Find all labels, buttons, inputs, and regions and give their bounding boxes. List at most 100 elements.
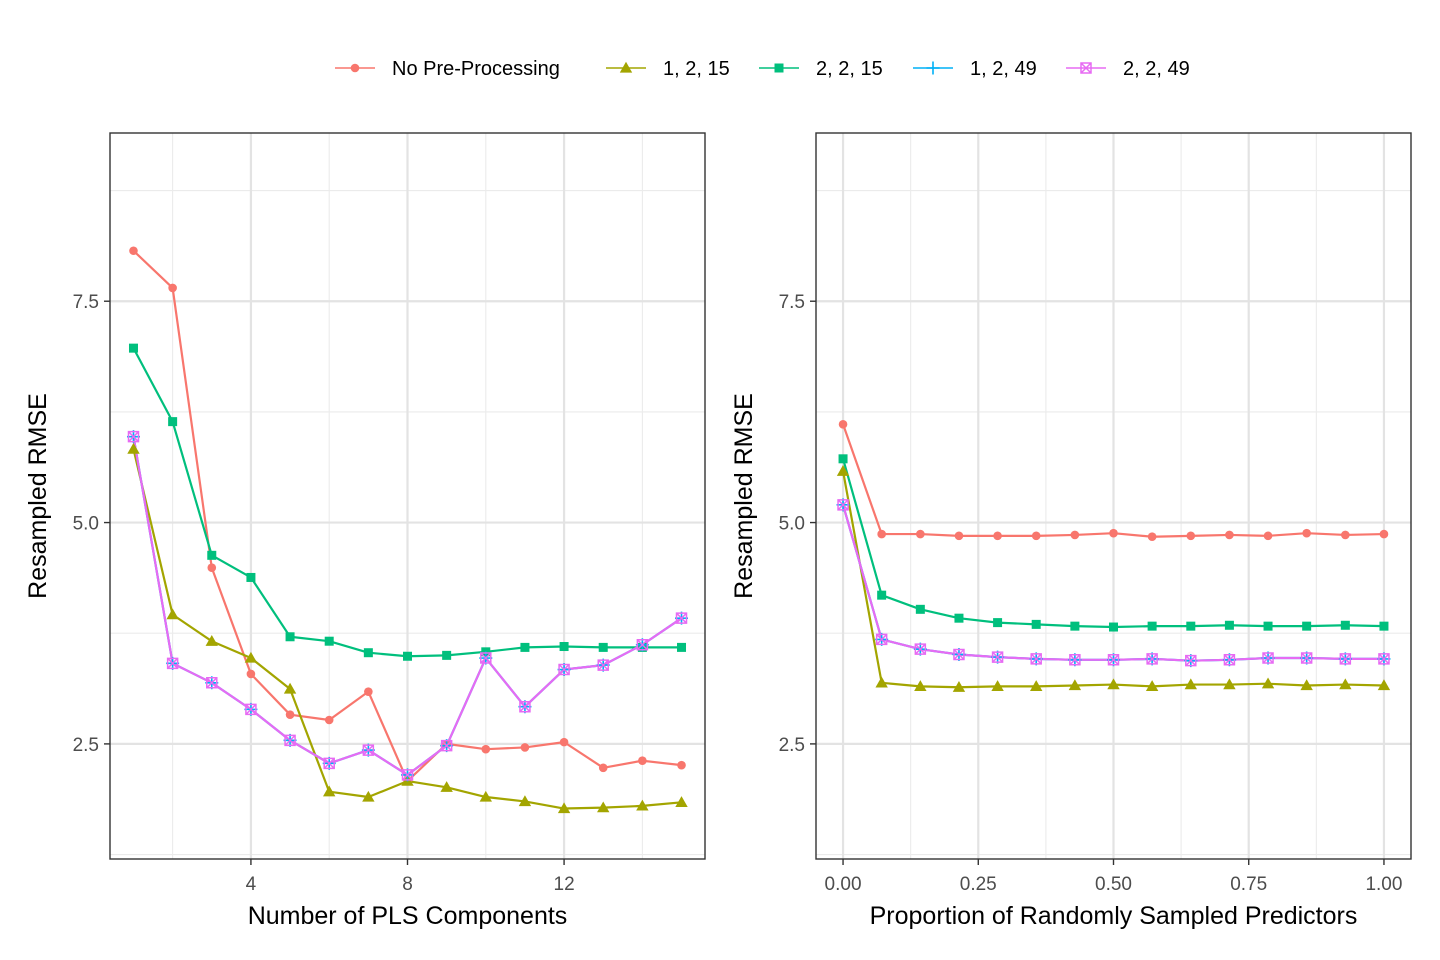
data-point	[598, 763, 608, 773]
data-point	[362, 744, 375, 756]
legend-marker-circle	[350, 63, 360, 73]
data-point	[440, 781, 453, 792]
data-point	[953, 648, 965, 661]
legend-marker-plus	[926, 61, 940, 75]
panel-pls-components: 4 8 12 2.5 5.0 7.5 Number of PLS Components Res…	[24, 132, 706, 930]
data-point	[954, 531, 964, 541]
data-point	[480, 652, 492, 664]
data-point	[559, 642, 569, 652]
data-point	[206, 677, 218, 689]
data-point	[323, 757, 335, 770]
data-point	[952, 681, 966, 692]
data-point	[1300, 652, 1313, 664]
data-point	[1302, 621, 1312, 631]
data-point	[677, 642, 687, 652]
x-tick-label: 4	[246, 874, 257, 895]
data-point	[1379, 621, 1389, 631]
y-tick-label: 5.0	[779, 514, 805, 535]
data-point	[1225, 530, 1234, 540]
data-point	[442, 650, 452, 660]
data-point	[1186, 621, 1196, 631]
data-point	[597, 801, 610, 813]
data-point	[675, 612, 688, 624]
data-point	[207, 550, 217, 560]
data-point	[1378, 653, 1390, 665]
panel-proportion-predictors: 0.00 0.25 0.50 0.75 1.00 2.5 5.0 7.5 Proportion …	[730, 132, 1412, 930]
data-point	[675, 796, 688, 807]
legend-item-2-2-15: 2, 2, 15	[759, 58, 883, 80]
data-point	[244, 651, 258, 663]
legend-marker-square-x	[1080, 62, 1092, 74]
series-points-2-2-49	[127, 430, 688, 781]
data-point	[877, 590, 887, 600]
series-points-2-2-15	[838, 454, 1389, 632]
legend-label: 1, 2, 49	[970, 58, 1037, 80]
data-point	[838, 454, 848, 464]
y-axis-title: Resampled RMSE	[730, 393, 758, 599]
data-point	[598, 642, 608, 652]
data-point	[246, 572, 256, 582]
data-point	[1070, 621, 1080, 631]
data-point	[837, 499, 849, 511]
data-point	[1069, 654, 1081, 666]
data-point	[1223, 678, 1236, 690]
x-tick-label: 1.00	[1365, 874, 1402, 895]
data-point	[363, 648, 373, 658]
data-point	[520, 743, 530, 752]
data-point	[1030, 653, 1042, 665]
data-point	[1147, 621, 1157, 631]
data-point	[285, 710, 295, 719]
data-point	[991, 651, 1004, 663]
legend-item-1-2-15: 1, 2, 15	[606, 58, 730, 80]
data-point	[914, 680, 927, 692]
legend: No Pre-Processing 1, 2, 15 2, 2, 15 1, 2, 4…	[335, 58, 1190, 80]
data-point	[1339, 678, 1352, 690]
data-point	[914, 643, 927, 655]
data-point	[401, 769, 414, 781]
data-point	[129, 246, 138, 256]
x-tick-label: 12	[554, 874, 575, 895]
y-tick-label: 7.5	[73, 292, 99, 313]
data-point	[205, 635, 218, 646]
data-point	[127, 430, 140, 443]
data-point	[1068, 679, 1082, 691]
legend-marker-triangle	[619, 61, 633, 73]
data-point	[285, 632, 295, 642]
x-tick-label: 0.75	[1230, 874, 1267, 895]
data-point	[636, 638, 649, 651]
data-point	[1070, 530, 1080, 540]
y-tick-label: 5.0	[73, 514, 99, 535]
x-axis-title: Proportion of Randomly Sampled Predictor…	[870, 902, 1358, 930]
data-point	[284, 734, 296, 747]
legend-item-no-pre-processing: No Pre-Processing	[335, 58, 560, 80]
data-point	[1146, 653, 1158, 665]
legend-label: 1, 2, 15	[663, 58, 730, 80]
series-points-1-2-15	[127, 442, 688, 814]
data-point	[403, 651, 412, 661]
data-point	[1145, 680, 1159, 692]
data-point	[1262, 652, 1274, 664]
series-points-no-pre-processing	[838, 419, 1389, 542]
data-point	[1263, 621, 1273, 631]
data-point	[677, 760, 686, 770]
data-point	[520, 642, 530, 652]
data-point	[1107, 678, 1120, 690]
data-point	[1223, 654, 1236, 666]
data-point	[323, 785, 336, 797]
data-point	[166, 608, 179, 620]
data-point	[559, 737, 569, 747]
data-point	[1261, 677, 1275, 689]
data-point	[1302, 528, 1311, 538]
data-point	[518, 795, 532, 807]
data-point	[1107, 654, 1120, 666]
data-point	[128, 343, 138, 353]
data-point	[1147, 532, 1157, 542]
data-point	[324, 636, 334, 646]
data-point	[440, 739, 453, 752]
data-point	[166, 657, 179, 670]
legend-item-2-2-49: 2, 2, 49	[1066, 58, 1190, 80]
data-point	[836, 465, 850, 476]
legend-label: No Pre-Processing	[392, 58, 560, 80]
data-point	[954, 613, 964, 623]
